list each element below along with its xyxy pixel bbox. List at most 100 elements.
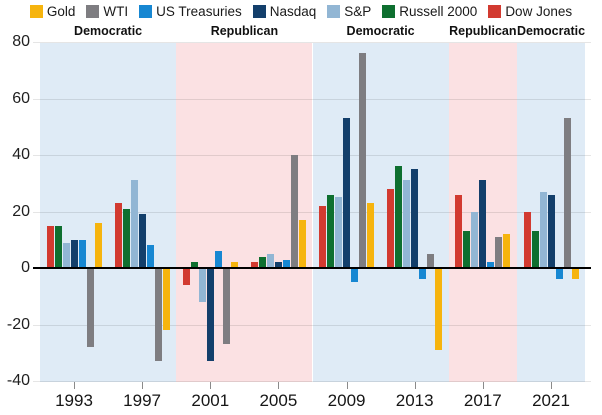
y-axis-tick-label: -40 [6, 372, 30, 389]
bar-s-p-2013 [403, 180, 411, 268]
bar-s-p-2017 [471, 211, 479, 268]
bar-dow-jones-2021 [523, 211, 531, 268]
bar-s-p-2009 [335, 197, 343, 268]
zero-axis-line [33, 267, 591, 269]
party-band-republican-1 [176, 43, 313, 382]
party-band-label: Republican [449, 24, 517, 38]
x-axis-tick-label: 2001 [191, 391, 230, 410]
bar-wti-2001 [222, 268, 230, 345]
bar-s-p-1993 [62, 242, 70, 268]
legend-label: Dow Jones [505, 3, 573, 19]
bar-russell-2000-2009 [327, 194, 335, 269]
x-tick-mark-2001 [210, 382, 212, 389]
bar-gold-2001 [230, 262, 238, 269]
bar-gold-1997 [162, 268, 170, 331]
legend-label: WTI [103, 3, 129, 19]
bar-russell-2000-2005 [258, 256, 266, 268]
y-axis-tick-label: 80 [12, 33, 30, 50]
legend-swatch-icon [488, 4, 502, 18]
bar-gold-2021 [571, 268, 579, 280]
bar-nasdaq-2001 [206, 268, 214, 362]
x-tick-mark-1993 [74, 382, 75, 389]
legend: Gold WTI US Treasuries Nasdaq S&P Russell 200… [0, 2, 602, 20]
bar-dow-jones-1993 [46, 225, 54, 268]
bar-russell-2000-1993 [54, 225, 62, 268]
bar-gold-2009 [367, 203, 375, 268]
bar-dow-jones-1997 [114, 203, 122, 268]
legend-label: Gold [46, 3, 76, 19]
bar-dow-jones-2017 [455, 194, 463, 269]
bar-russell-2000-2021 [531, 231, 539, 268]
x-axis-tick-label: 2005 [259, 391, 298, 410]
legend-label: Nasdaq [269, 3, 317, 19]
legend-item-dow-jones: Dow Jones [488, 4, 572, 19]
bar-us-treasuries-2005 [282, 259, 290, 268]
party-band-democratic-0 [39, 43, 177, 382]
gridline-y--40 [33, 381, 591, 382]
x-axis-tick-label: 2013 [395, 391, 434, 410]
legend-item-nasdaq: Nasdaq [252, 3, 317, 19]
x-tick-mark-1997 [142, 382, 144, 389]
x-tick-mark-2013 [414, 382, 416, 389]
bar-us-treasuries-1997 [146, 245, 154, 268]
bar-russell-2000-2017 [463, 231, 471, 268]
bar-us-treasuries-2017 [487, 262, 495, 269]
gridline-y--20 [33, 324, 591, 326]
y-axis-tick-label: -20 [6, 315, 30, 333]
legend-swatch-icon [139, 4, 153, 18]
legend-swatch-icon [327, 4, 341, 18]
bar-dow-jones-2001 [182, 268, 190, 285]
bar-s-p-2001 [198, 268, 206, 302]
bar-wti-1993 [86, 268, 94, 348]
bar-wti-2017 [495, 236, 503, 268]
gridline-y-20 [33, 211, 591, 213]
y-axis-tick-label: 20 [12, 202, 30, 220]
x-axis-tick-label: 2009 [327, 391, 366, 410]
y-axis-tick-label: 40 [12, 146, 30, 163]
bar-russell-2000-2001 [190, 262, 198, 269]
x-axis-tick-label: 1997 [123, 391, 161, 410]
bar-wti-2013 [427, 253, 435, 268]
bar-dow-jones-2009 [319, 205, 327, 268]
bar-wti-2009 [359, 53, 367, 268]
x-axis-tick-label: 2021 [532, 391, 570, 410]
legend-swatch-icon [382, 4, 396, 18]
x-axis-tick-label: 2017 [463, 391, 502, 410]
x-tick-mark-2009 [346, 382, 348, 389]
legend-item-wti: WTI [86, 4, 128, 19]
gridline-y-80 [33, 42, 591, 43]
bar-russell-2000-2013 [395, 166, 403, 268]
bar-wti-1997 [154, 268, 162, 362]
bar-nasdaq-2021 [547, 194, 555, 269]
bar-nasdaq-2009 [343, 118, 351, 268]
legend-swatch-icon [86, 4, 100, 18]
gridline-y-40 [33, 155, 591, 156]
bar-wti-2005 [290, 155, 298, 268]
bar-s-p-2005 [266, 253, 274, 268]
bar-us-treasuries-2013 [419, 268, 427, 280]
party-band-label: Democratic [346, 24, 415, 38]
legend-item-russell-2000: Russell 2000 [382, 4, 477, 19]
bar-us-treasuries-2009 [351, 268, 359, 283]
bar-wti-2021 [563, 118, 571, 268]
party-band-label: Democratic [74, 24, 143, 38]
y-axis-tick-label: 0 [21, 259, 30, 276]
legend-item-s-p: S&P [327, 4, 371, 19]
bar-nasdaq-1993 [70, 239, 78, 269]
bar-s-p-1997 [130, 180, 138, 268]
legend-item-us-treasuries: US Treasuries [139, 4, 242, 19]
party-band-label: Republican [210, 24, 279, 38]
bar-gold-2013 [435, 268, 443, 350]
bar-russell-2000-1997 [122, 208, 130, 268]
bar-nasdaq-2005 [274, 262, 282, 269]
bar-dow-jones-2013 [387, 188, 395, 268]
bar-gold-2017 [503, 234, 511, 268]
gridline-y-60 [33, 98, 591, 100]
y-axis-tick-label: 60 [12, 89, 30, 107]
x-tick-mark-2005 [278, 382, 280, 389]
x-tick-mark-2017 [482, 382, 484, 389]
legend-label: Russell 2000 [399, 3, 478, 19]
bar-gold-1993 [94, 222, 102, 268]
